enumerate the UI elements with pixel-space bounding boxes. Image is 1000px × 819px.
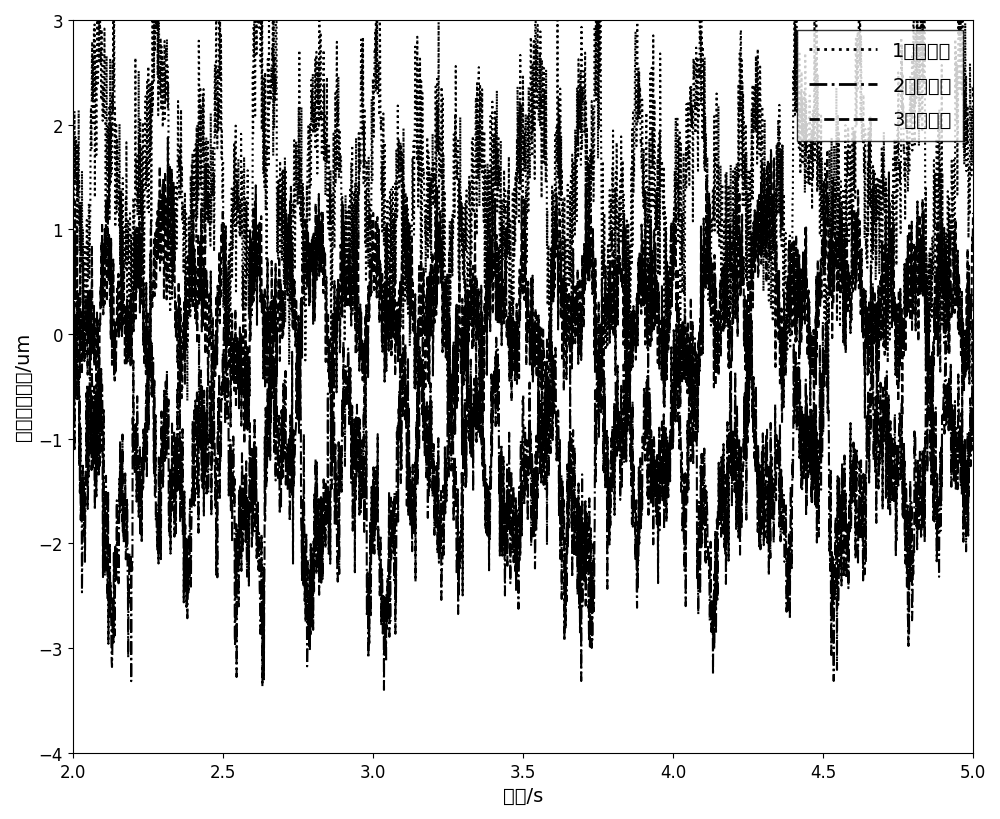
3号传感器 — [853, 284, 865, 294]
1号传感器 — [412, 202, 424, 212]
3号传感器 — [950, 299, 962, 309]
Line: 2号传感器: 2号传感器 — [73, 255, 973, 690]
2号传感器 — [67, 418, 79, 428]
2号传感器 — [853, 532, 865, 542]
X-axis label: 时间/s: 时间/s — [503, 786, 543, 805]
Line: 1号传感器: 1号传感器 — [73, 0, 973, 409]
Line: 3号传感器: 3号传感器 — [73, 138, 973, 455]
1号传感器 — [853, 0, 865, 3]
3号传感器 — [967, 209, 979, 219]
1号传感器 — [950, 48, 962, 58]
3号传感器 — [412, 318, 424, 328]
2号传感器 — [144, 250, 156, 260]
3号传感器 — [170, 296, 182, 306]
2号传感器 — [170, 476, 182, 486]
1号传感器 — [169, 199, 181, 209]
3号传感器 — [456, 450, 468, 459]
3号传感器 — [451, 303, 463, 313]
2号传感器 — [413, 386, 425, 396]
2号传感器 — [452, 556, 464, 566]
2号传感器 — [967, 437, 979, 447]
1号传感器 — [967, 93, 979, 103]
1号传感器 — [67, 204, 79, 214]
3号传感器 — [67, 242, 79, 251]
2号传感器 — [223, 447, 235, 457]
Y-axis label: 叶片振动位移/um: 叶片振动位移/um — [14, 333, 33, 441]
2号传感器 — [950, 486, 962, 496]
1号传感器 — [544, 404, 556, 414]
3号传感器 — [162, 133, 174, 143]
3号传感器 — [223, 343, 235, 353]
1号传感器 — [451, 174, 463, 184]
2号传感器 — [378, 686, 390, 695]
Legend: 1号传感器, 2号传感器, 3号传感器: 1号传感器, 2号传感器, 3号传感器 — [797, 30, 963, 142]
1号传感器 — [223, 351, 235, 361]
